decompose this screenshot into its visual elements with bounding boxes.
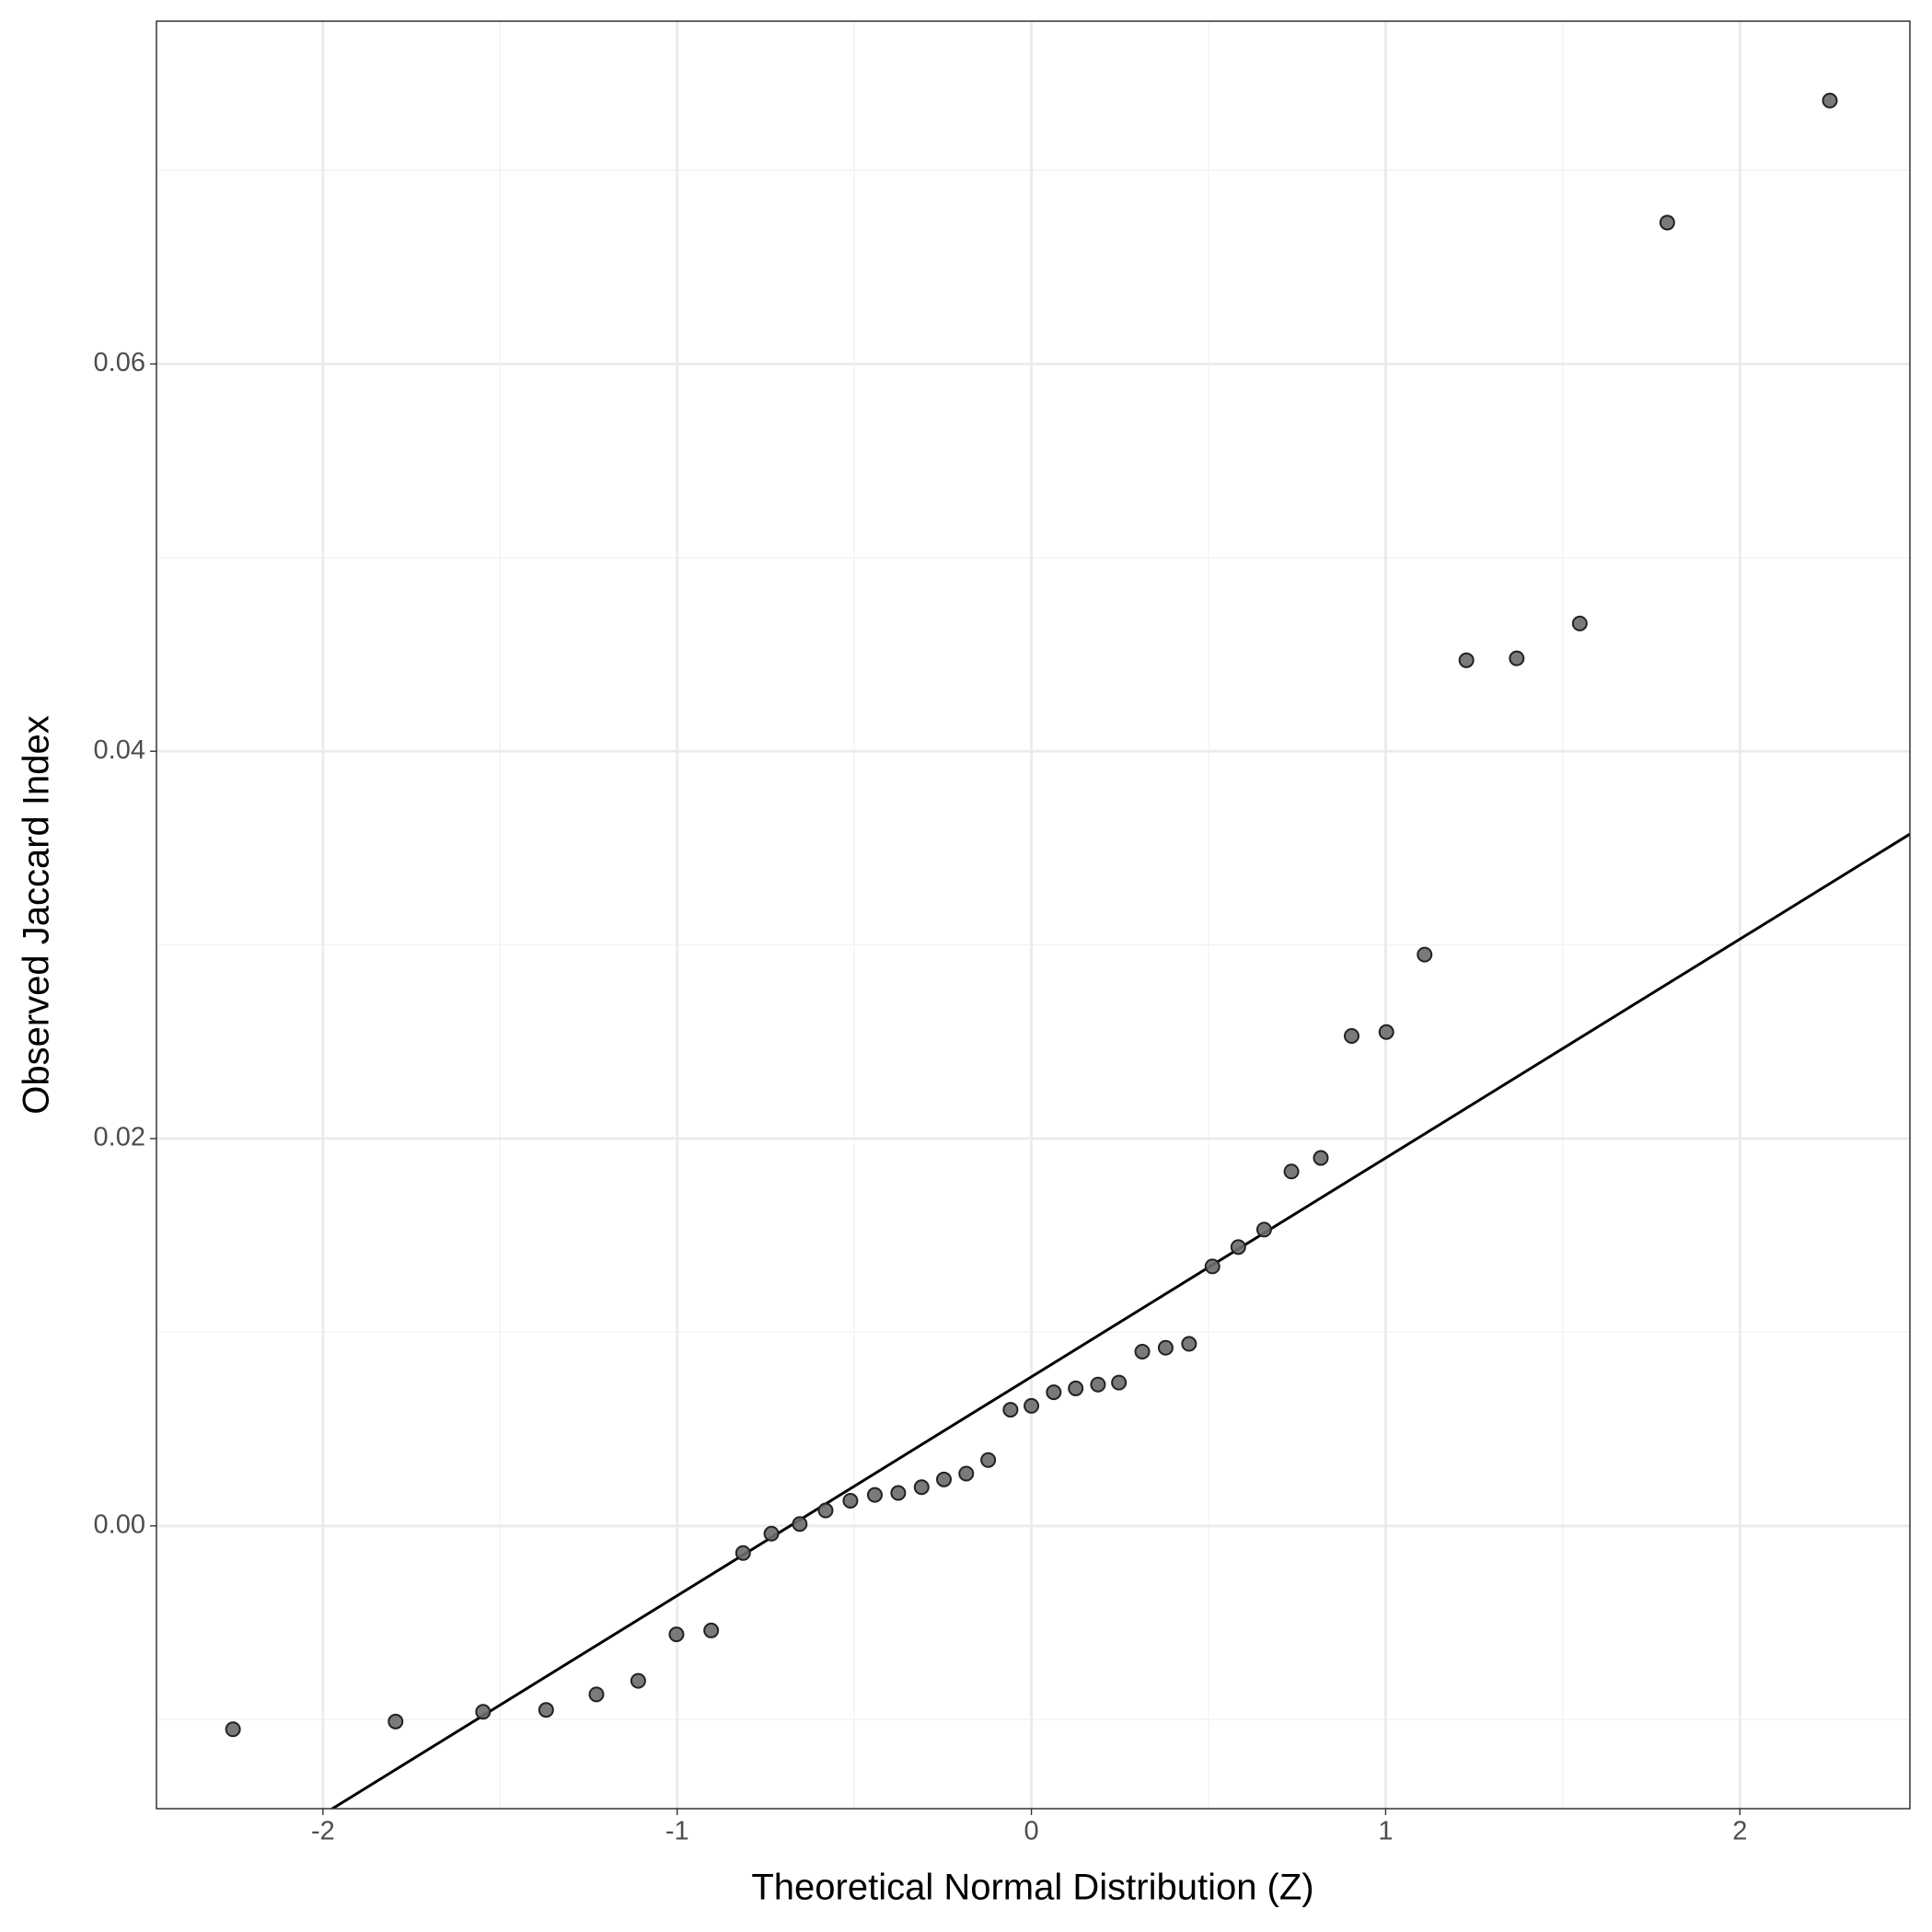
y-tick-label: 0.00 — [94, 1510, 145, 1539]
point — [668, 1626, 685, 1643]
point — [1024, 1397, 1040, 1414]
point — [958, 1465, 975, 1482]
point — [1822, 92, 1838, 109]
point — [1343, 1028, 1359, 1045]
point — [1111, 1374, 1128, 1391]
point — [792, 1516, 808, 1533]
point — [630, 1672, 646, 1689]
point — [913, 1479, 930, 1496]
point — [980, 1452, 997, 1468]
point — [1571, 615, 1588, 631]
x-tick-label: 2 — [1732, 1817, 1747, 1846]
point — [588, 1686, 605, 1703]
point — [1046, 1384, 1062, 1401]
point — [1204, 1258, 1221, 1275]
y-axis-title: Observed Jaccard Index — [17, 715, 57, 1115]
point — [1134, 1343, 1151, 1359]
reference-line — [330, 832, 1910, 1809]
point — [1230, 1239, 1246, 1255]
point — [936, 1471, 953, 1487]
y-tick-label: 0.02 — [94, 1123, 145, 1152]
point — [1378, 1024, 1394, 1040]
y-tick-label: 0.06 — [94, 348, 145, 377]
point — [890, 1485, 907, 1501]
point — [1157, 1339, 1174, 1356]
y-tick-label: 0.04 — [94, 735, 145, 765]
point — [1313, 1150, 1329, 1166]
point — [1458, 652, 1475, 668]
point — [1417, 946, 1433, 963]
point — [763, 1525, 780, 1542]
point — [1255, 1221, 1272, 1238]
x-tick-label: -2 — [311, 1817, 335, 1846]
point — [1068, 1380, 1084, 1396]
point — [1509, 650, 1525, 666]
point — [817, 1502, 834, 1519]
x-tick-label: 1 — [1378, 1817, 1393, 1846]
point — [735, 1544, 751, 1561]
x-tick-label: -1 — [665, 1817, 689, 1846]
point — [1283, 1163, 1300, 1180]
point — [842, 1492, 859, 1509]
point — [866, 1487, 883, 1503]
point — [475, 1704, 492, 1720]
panel-border — [156, 20, 1911, 1810]
point — [388, 1713, 404, 1730]
x-axis-title: Theoretical Normal Distribution (Z) — [751, 1868, 1313, 1908]
point — [1181, 1336, 1197, 1352]
point — [703, 1622, 720, 1638]
point — [225, 1721, 241, 1738]
point — [1090, 1376, 1106, 1393]
point — [1659, 214, 1675, 231]
point — [1002, 1402, 1019, 1418]
point — [538, 1702, 554, 1718]
x-tick-label: 0 — [1024, 1817, 1039, 1846]
